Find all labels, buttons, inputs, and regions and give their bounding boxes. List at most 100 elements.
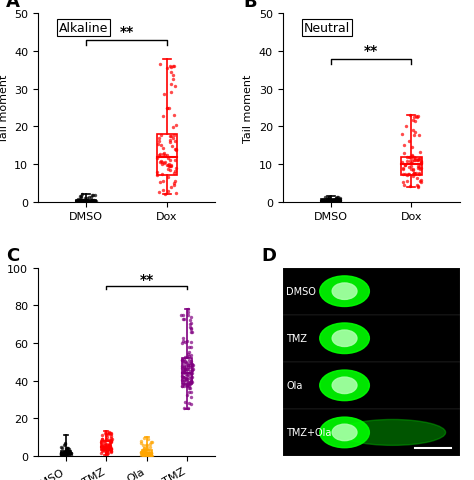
Point (79, 197, 87, 205)
Point (405, 154, 413, 161)
Point (73, 197, 81, 205)
Point (185, 309, 192, 316)
Point (79, 198, 86, 205)
Point (78, 193, 85, 201)
Point (99, 439, 106, 446)
Point (185, 374, 193, 382)
Point (411, 118, 419, 125)
Point (61, 452, 69, 460)
Point (184, 312, 192, 319)
Point (186, 369, 194, 377)
Point (101, 442, 109, 449)
Point (183, 365, 191, 373)
Point (415, 132, 422, 139)
FancyBboxPatch shape (283, 409, 460, 456)
Point (325, 197, 332, 205)
Point (401, 162, 409, 169)
Point (172, 147, 180, 155)
Y-axis label: Tail moment: Tail moment (0, 74, 9, 143)
Point (179, 311, 187, 319)
Point (417, 177, 425, 185)
Point (187, 371, 195, 378)
Point (321, 197, 329, 204)
Point (167, 184, 174, 192)
Point (104, 442, 112, 450)
Point (104, 446, 112, 454)
Text: TMZ: TMZ (286, 334, 307, 344)
Point (184, 371, 192, 379)
Point (334, 198, 342, 206)
Point (178, 382, 186, 390)
Point (183, 353, 191, 361)
Point (80, 198, 87, 205)
Point (64, 444, 72, 452)
Point (137, 448, 145, 456)
Point (103, 443, 110, 450)
Point (99, 446, 107, 454)
Text: D: D (261, 246, 276, 264)
Point (59, 450, 67, 458)
Point (137, 451, 145, 459)
Point (409, 117, 416, 124)
Point (156, 179, 164, 187)
Point (179, 316, 187, 324)
Point (156, 151, 164, 159)
Point (100, 444, 107, 452)
Point (92, 197, 100, 205)
Point (182, 339, 189, 347)
Point (144, 451, 152, 458)
Text: **: ** (119, 25, 134, 39)
Point (101, 439, 109, 447)
Point (403, 178, 410, 186)
Point (185, 380, 193, 387)
Point (61, 439, 68, 447)
Point (155, 152, 163, 159)
Point (329, 198, 337, 206)
Point (108, 447, 115, 455)
Point (106, 441, 113, 449)
Point (154, 172, 161, 180)
Point (180, 376, 188, 384)
Point (87, 198, 94, 205)
Point (108, 430, 115, 437)
Point (415, 182, 422, 190)
Point (108, 436, 115, 444)
Point (328, 197, 336, 204)
Point (187, 325, 194, 333)
Point (164, 155, 172, 163)
Point (417, 179, 425, 186)
Point (156, 61, 164, 69)
Point (139, 449, 147, 457)
Point (163, 105, 171, 112)
Point (185, 343, 193, 351)
Point (182, 375, 190, 383)
Point (85, 198, 93, 206)
Point (408, 157, 416, 165)
Point (167, 89, 174, 97)
Point (405, 138, 412, 145)
Point (189, 366, 196, 373)
Point (160, 151, 167, 158)
Point (140, 447, 147, 455)
Point (189, 361, 196, 369)
Point (67, 449, 75, 457)
Point (61, 450, 68, 458)
Point (407, 160, 415, 168)
Point (330, 197, 337, 205)
Point (409, 173, 416, 181)
Point (163, 105, 171, 113)
Point (73, 198, 81, 206)
Point (89, 197, 96, 205)
Point (143, 441, 151, 449)
Point (185, 383, 193, 390)
Point (416, 160, 424, 168)
Point (140, 450, 147, 457)
Point (403, 154, 411, 162)
Point (323, 198, 330, 206)
Point (90, 192, 97, 199)
Point (101, 447, 109, 455)
Point (167, 162, 175, 170)
Point (180, 373, 187, 381)
Point (168, 81, 175, 89)
Point (97, 438, 105, 445)
